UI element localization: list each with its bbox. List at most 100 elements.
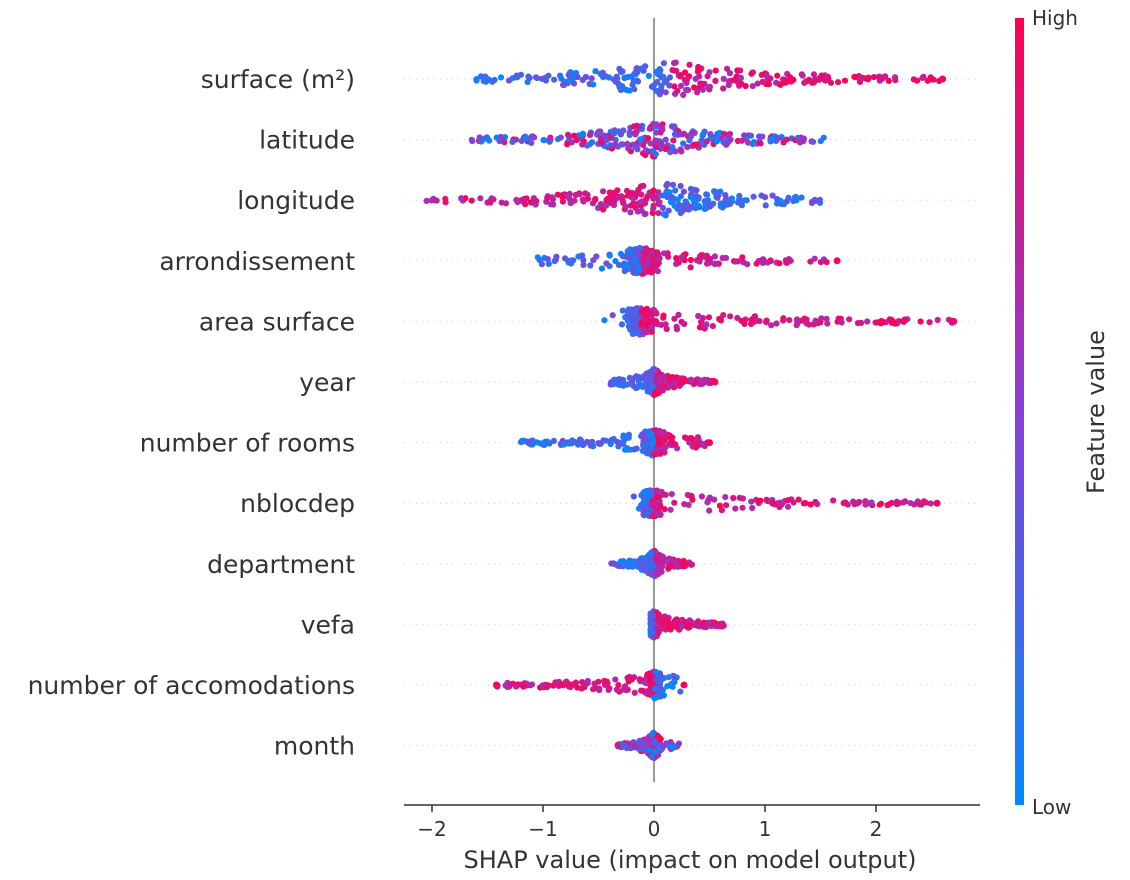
shap-point <box>763 317 770 324</box>
shap-point <box>658 88 665 95</box>
shap-point <box>782 79 789 86</box>
shap-point <box>468 197 475 204</box>
shap-point <box>922 499 930 506</box>
shap-point <box>823 315 830 322</box>
shap-point <box>625 431 633 438</box>
shap-point <box>614 741 621 749</box>
shap-point <box>666 82 673 89</box>
shap-point <box>645 72 652 79</box>
shap-point <box>678 148 685 155</box>
shap-point <box>502 200 510 207</box>
shap-point <box>748 70 755 77</box>
shap-point <box>589 438 596 445</box>
shap-point <box>680 561 687 568</box>
shap-point <box>586 141 594 148</box>
shap-point <box>699 379 706 386</box>
shap-point <box>762 194 769 201</box>
shap-point <box>592 68 599 75</box>
shap-point <box>563 678 570 685</box>
shap-point <box>528 681 536 688</box>
shap-point <box>699 132 706 139</box>
shap-point <box>601 317 608 324</box>
shap-point <box>667 149 674 156</box>
x-tick-label: −2 <box>417 817 446 841</box>
shap-point <box>587 131 594 138</box>
shap-point <box>656 386 663 393</box>
shap-point <box>677 182 684 190</box>
shap-point <box>851 73 858 80</box>
shap-point <box>584 191 591 198</box>
shap-point <box>633 445 640 452</box>
shap-point <box>643 316 651 324</box>
shap-point <box>702 205 710 212</box>
shap-point <box>630 493 637 500</box>
shap-point <box>568 440 575 447</box>
shap-point <box>616 563 623 570</box>
feature-label: longitude <box>237 186 355 215</box>
shap-point <box>493 134 500 141</box>
shap-point <box>481 76 488 83</box>
shap-point <box>655 511 663 518</box>
shap-point <box>605 74 613 81</box>
shap-point <box>916 501 923 508</box>
shap-point <box>734 258 742 265</box>
shap-point <box>551 258 558 265</box>
shap-point <box>716 502 724 509</box>
shap-point <box>603 202 610 209</box>
shap-point <box>652 568 659 576</box>
shap-point <box>737 67 744 74</box>
shap-point <box>634 146 641 153</box>
shap-point <box>798 194 805 201</box>
shap-point <box>728 198 736 205</box>
shap-point <box>650 82 658 89</box>
shap-point <box>682 377 689 384</box>
shap-point <box>627 209 634 216</box>
shap-point <box>626 129 633 136</box>
shap-point <box>662 436 669 443</box>
shap-point <box>662 136 669 143</box>
shap-point <box>689 195 696 202</box>
shap-point <box>631 258 638 265</box>
shap-point <box>917 318 924 325</box>
shap-point <box>824 320 831 327</box>
shap-point <box>560 441 568 448</box>
shap-point <box>607 142 614 149</box>
shap-point <box>723 199 730 206</box>
shap-point <box>630 200 637 207</box>
shap-point <box>652 379 660 386</box>
shap-point <box>812 76 819 83</box>
shap-point <box>748 316 755 324</box>
outlier-point <box>950 317 958 325</box>
shap-point <box>636 737 643 744</box>
shap-point <box>674 196 681 203</box>
shap-point <box>678 254 685 261</box>
shap-point <box>680 91 687 98</box>
shap-point <box>703 321 710 328</box>
outlier-point <box>900 317 908 325</box>
shap-point <box>576 191 583 198</box>
shap-point <box>615 261 623 269</box>
shap-point <box>812 317 819 324</box>
shap-point <box>880 73 888 80</box>
feature-label: number of accomodations <box>28 671 355 700</box>
x-tick-label: 2 <box>870 817 883 841</box>
shap-point <box>644 491 652 498</box>
shap-point <box>683 86 690 93</box>
shap-point <box>681 320 688 328</box>
shap-point <box>727 136 734 143</box>
shap-point <box>673 323 680 330</box>
shap-point <box>619 68 626 75</box>
shap-point <box>876 501 883 508</box>
shap-point <box>703 198 710 205</box>
shap-point <box>630 317 637 324</box>
shap-point <box>767 257 774 264</box>
shap-point <box>709 323 717 330</box>
colorbar: High Low Feature value <box>1015 6 1110 819</box>
feature-label: surface (m²) <box>201 65 355 94</box>
shap-point <box>793 322 800 329</box>
shap-point <box>738 137 746 144</box>
shap-point <box>654 428 662 435</box>
feature-rows <box>404 78 980 747</box>
shap-point <box>505 77 513 84</box>
shap-point <box>732 505 739 512</box>
